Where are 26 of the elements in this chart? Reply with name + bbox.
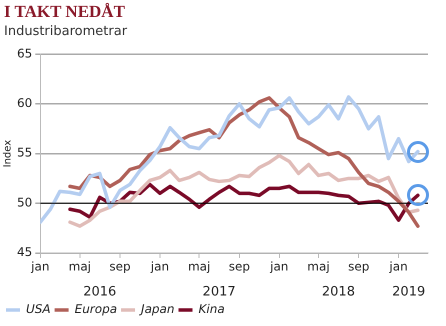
legend-label: Kina — [198, 302, 225, 316]
x2-tick-label: 2019 — [392, 284, 426, 300]
chart-subtitle: Industribarometrar — [4, 24, 128, 39]
x2-tick-label: 2016 — [83, 284, 116, 300]
x-tick-label: jan — [30, 259, 50, 274]
x-tick-label: maj — [68, 259, 92, 274]
x-tick-label: jan — [269, 259, 288, 274]
y-tick-label: 60 — [16, 96, 32, 110]
x-tick-label: sep — [228, 259, 250, 274]
legend-label: Japan — [139, 302, 175, 316]
x-tick-label: sep — [109, 259, 131, 274]
y-tick-label: 65 — [16, 46, 32, 60]
x2-tick-label: 2018 — [322, 284, 355, 300]
x-tick-label: maj — [188, 259, 210, 274]
y-axis-title: Index — [2, 140, 14, 168]
y-tick-label: 50 — [16, 195, 32, 210]
x-tick-label: maj — [307, 259, 330, 274]
legend-label: Europa — [74, 302, 118, 316]
y-tick-label: 55 — [16, 146, 32, 160]
x-tick-label: jan — [150, 259, 170, 274]
legend-label: USA — [26, 302, 51, 316]
y-tick-label: 45 — [16, 245, 32, 260]
x-tick-label: sep — [348, 259, 370, 274]
chart-title: I TAKT NEDÅT — [4, 2, 125, 22]
x2-tick-label: 2017 — [202, 284, 236, 300]
x-tick-label: jan — [388, 259, 408, 274]
